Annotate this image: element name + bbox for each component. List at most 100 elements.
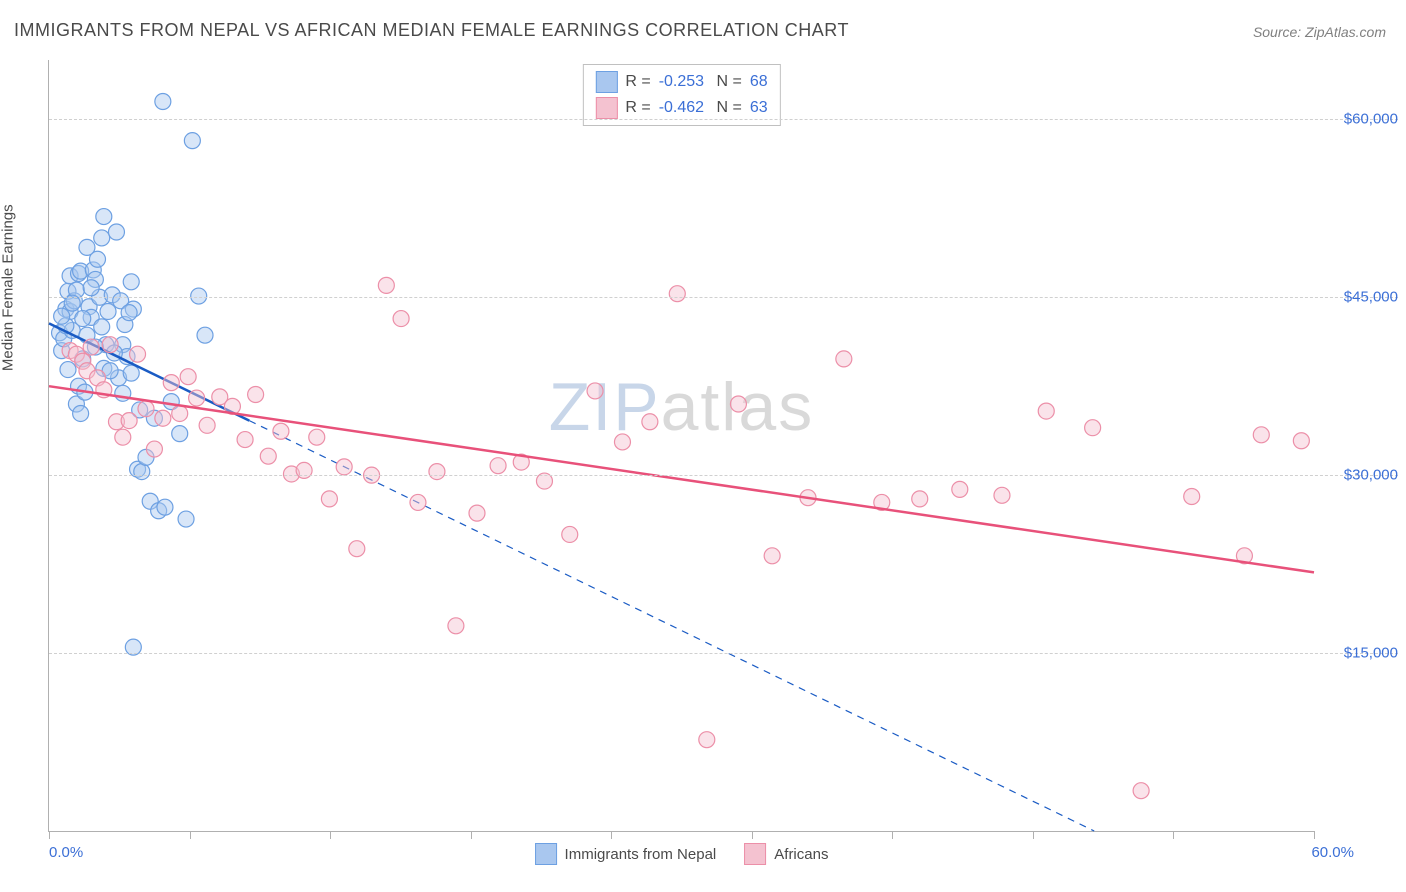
legend-label-2: Africans <box>774 846 828 863</box>
scatter-point <box>614 434 630 450</box>
scatter-point <box>94 230 110 246</box>
scatter-point <box>100 303 116 319</box>
scatter-point <box>378 277 394 293</box>
xtick <box>49 831 50 839</box>
scatter-point <box>102 337 118 353</box>
scatter-point <box>157 499 173 515</box>
stat-r-label-1: R = <box>625 73 650 91</box>
scatter-point <box>994 487 1010 503</box>
scatter-point <box>562 526 578 542</box>
scatter-point <box>699 732 715 748</box>
legend-swatch-2 <box>744 843 766 865</box>
stats-row-2: R = -0.462 N = 63 <box>595 95 767 121</box>
scatter-point <box>448 618 464 634</box>
scatter-point <box>130 346 146 362</box>
stat-n-value-1: 68 <box>750 73 768 91</box>
scatter-point <box>79 239 95 255</box>
scatter-point <box>952 481 968 497</box>
scatter-point <box>764 548 780 564</box>
scatter-point <box>75 311 91 327</box>
gridline-h <box>49 475 1398 476</box>
scatter-point <box>60 362 76 378</box>
scatter-point <box>121 413 137 429</box>
scatter-point <box>248 386 264 402</box>
scatter-point <box>83 280 99 296</box>
legend-swatch-1 <box>535 843 557 865</box>
legend-label-1: Immigrants from Nepal <box>565 846 717 863</box>
scatter-point <box>189 390 205 406</box>
scatter-point <box>123 274 139 290</box>
swatch-series-1 <box>595 71 617 93</box>
scatter-point <box>172 426 188 442</box>
stat-r-value-2: -0.462 <box>659 99 704 117</box>
scatter-point <box>260 448 276 464</box>
scatter-point <box>1293 433 1309 449</box>
ytick-label: $45,000 <box>1320 289 1398 306</box>
y-axis-label: Median Female Earnings <box>0 204 17 371</box>
scatter-point <box>83 339 99 355</box>
xtick <box>190 831 191 839</box>
scatter-point <box>94 319 110 335</box>
ytick-label: $15,000 <box>1320 645 1398 662</box>
stats-legend-box: R = -0.253 N = 68 R = -0.462 N = 63 <box>582 64 780 126</box>
source-attribution: Source: ZipAtlas.com <box>1253 24 1386 40</box>
scatter-point <box>73 405 89 421</box>
scatter-point <box>1184 489 1200 505</box>
scatter-point <box>155 410 171 426</box>
stat-n-label-2: N = <box>712 99 742 117</box>
swatch-series-2 <box>595 97 617 119</box>
scatter-point <box>163 375 179 391</box>
gridline-h <box>49 119 1398 120</box>
scatter-point <box>108 224 124 240</box>
scatter-point <box>309 429 325 445</box>
xtick <box>471 831 472 839</box>
scatter-point <box>349 541 365 557</box>
stat-r-label-2: R = <box>625 99 650 117</box>
gridline-h <box>49 653 1398 654</box>
scatter-point <box>237 432 253 448</box>
scatter-point <box>669 286 685 302</box>
scatter-point <box>1253 427 1269 443</box>
scatter-point <box>587 383 603 399</box>
scatter-point <box>180 369 196 385</box>
xtick <box>892 831 893 839</box>
gridline-h <box>49 297 1398 298</box>
scatter-point <box>115 429 131 445</box>
bottom-legend: Immigrants from Nepal Africans <box>535 843 829 865</box>
stat-n-value-2: 63 <box>750 99 768 117</box>
ytick-label: $30,000 <box>1320 467 1398 484</box>
xtick <box>752 831 753 839</box>
legend-item-1: Immigrants from Nepal <box>535 843 717 865</box>
xtick <box>1173 831 1174 839</box>
scatter-point <box>1133 783 1149 799</box>
scatter-point <box>146 441 162 457</box>
scatter-point <box>273 423 289 439</box>
scatter-point <box>490 458 506 474</box>
scatter-point <box>172 405 188 421</box>
scatter-point <box>191 288 207 304</box>
plot-svg <box>49 60 1314 831</box>
scatter-point <box>1038 403 1054 419</box>
xlim-min-label: 0.0% <box>49 844 83 861</box>
xlim-max-label: 60.0% <box>1311 844 1354 861</box>
scatter-point <box>54 308 70 324</box>
scatter-point <box>469 505 485 521</box>
xtick <box>611 831 612 839</box>
scatter-point <box>121 305 137 321</box>
scatter-point <box>336 459 352 475</box>
ytick-label: $60,000 <box>1320 111 1398 128</box>
stat-n-label-1: N = <box>712 73 742 91</box>
scatter-point <box>199 417 215 433</box>
scatter-point <box>134 464 150 480</box>
xtick <box>330 831 331 839</box>
xtick <box>1314 831 1315 839</box>
scatter-point <box>321 491 337 507</box>
scatter-point <box>393 311 409 327</box>
scatter-point <box>96 209 112 225</box>
xtick <box>1033 831 1034 839</box>
chart-title: IMMIGRANTS FROM NEPAL VS AFRICAN MEDIAN … <box>14 20 849 41</box>
scatter-point <box>429 464 445 480</box>
scatter-point <box>912 491 928 507</box>
chart-container: IMMIGRANTS FROM NEPAL VS AFRICAN MEDIAN … <box>0 0 1406 892</box>
scatter-point <box>155 94 171 110</box>
